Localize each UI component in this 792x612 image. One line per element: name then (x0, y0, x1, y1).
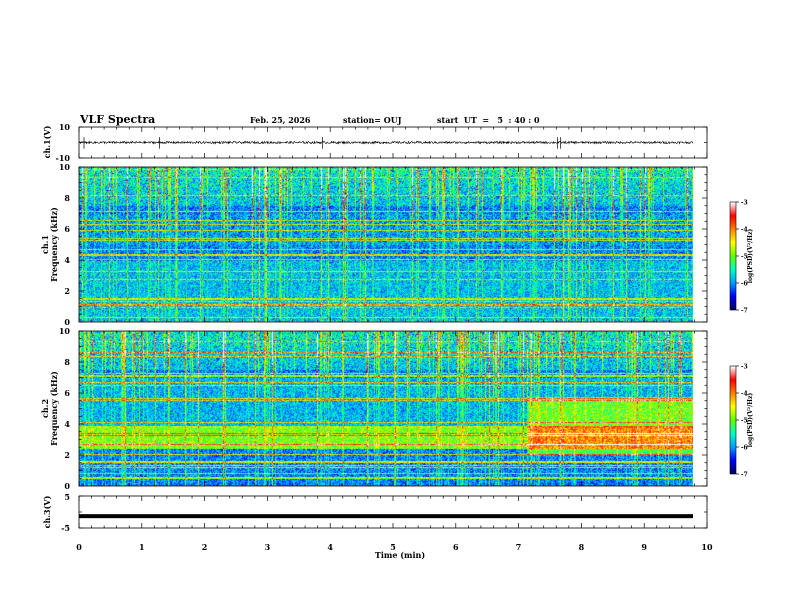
ch1-frequency-label: Frequency (kHz) (49, 207, 59, 282)
x-tick-label: 7 (516, 542, 522, 552)
ch1-ytick-label: 10 (59, 162, 71, 172)
ch2-ytick-label: 10 (59, 326, 71, 336)
ch1-colorbar-tick-label: -7 (741, 308, 748, 315)
ch2-ytick-label: 4 (64, 419, 70, 429)
ch1-ytick-label: 0 (64, 317, 70, 327)
date-label: Feb. 25, 2026 (250, 115, 311, 125)
ch2-spectrogram-image (79, 331, 693, 486)
ch1-colorbar-image (730, 202, 736, 310)
ch1-colorbar-tick-label: -4 (741, 227, 748, 234)
ch1-channel-label: ch.1 (40, 235, 50, 254)
ch3-ytick-label: 5 (64, 492, 70, 502)
x-tick-label: 4 (327, 542, 333, 552)
x-tick-label: 3 (265, 542, 271, 552)
ch3-waveform-ylabel: ch.3(V) (42, 495, 52, 528)
ch3-waveform-line (79, 514, 693, 519)
ch1-colorbar-tick-label: -6 (741, 281, 748, 288)
ch1-waveform-ylabel: ch.1(V) (42, 125, 52, 158)
start-time-label: start UT = 5 : 40 : 0 (437, 115, 540, 125)
ch1-waveform-line (78, 140, 694, 145)
ch1-colorbar-tick-label: -3 (741, 200, 748, 207)
x-tick-label: 0 (76, 542, 82, 552)
ch1-colorbar-tick-label: -5 (741, 254, 748, 261)
x-tick-label: 5 (390, 542, 396, 552)
ch2-ytick-label: 0 (64, 481, 70, 491)
ch2-colorbar-image (730, 366, 736, 474)
ch3-ytick-label: -5 (61, 523, 70, 533)
x-axis-label: Time (min) (375, 550, 425, 560)
station-label: station= OUJ (343, 115, 402, 125)
ch1-ytick-label: 8 (64, 193, 70, 203)
ch1-ytick-label: 4 (64, 255, 70, 265)
figure-title: VLF Spectra (80, 113, 156, 126)
ch2-channel-label: ch.2 (40, 399, 50, 418)
x-tick-label: 10 (701, 542, 713, 552)
axis-ticks (78, 126, 739, 529)
x-tick-label: 1 (139, 542, 145, 552)
ch2-colorbar-label: log(PSD)(V²/Hz) (747, 393, 754, 448)
ch1-colorbar-label: log(PSD)(V²/Hz) (747, 229, 754, 284)
ch2-ytick-label: 6 (64, 388, 70, 398)
ch1-ytick-label: 2 (64, 286, 70, 296)
ch1-ytick-label: 6 (64, 224, 70, 234)
ch2-ytick-label: 2 (64, 450, 70, 460)
x-tick-label: 6 (453, 542, 459, 552)
ch1-spectrogram-image (79, 167, 693, 322)
ch1-ytick-label: 10 (59, 122, 71, 132)
ch1-waveform-spikes (83, 137, 562, 149)
x-tick-label: 9 (641, 542, 647, 552)
ch2-frequency-label: Frequency (kHz) (49, 371, 59, 446)
ch2-ytick-label: 8 (64, 357, 70, 367)
ch2-colorbar-tick-label: -4 (741, 391, 748, 398)
ch2-colorbar-tick-label: -6 (741, 445, 748, 452)
ch2-colorbar-tick-label: -5 (741, 418, 748, 425)
x-tick-label: 2 (202, 542, 208, 552)
x-tick-label: 8 (579, 542, 585, 552)
ch1-ytick-label: -10 (56, 153, 71, 163)
ch2-colorbar-tick-label: -3 (741, 364, 748, 371)
ch2-colorbar-tick-label: -7 (741, 472, 748, 479)
